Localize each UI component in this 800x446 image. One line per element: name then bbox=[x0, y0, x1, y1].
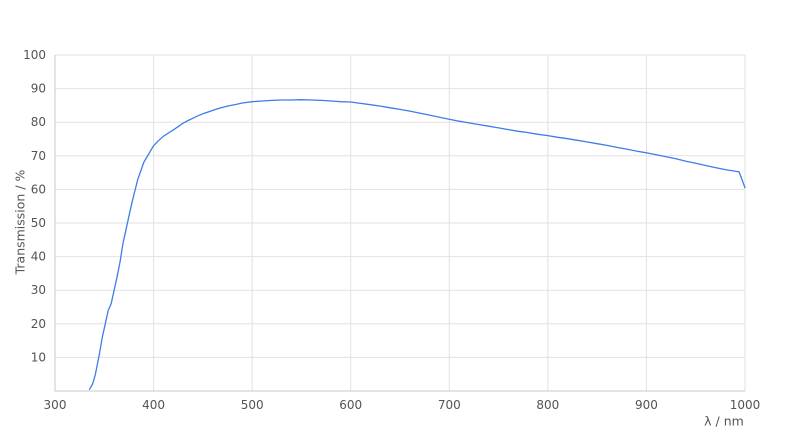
y-tick-label: 100 bbox=[23, 48, 46, 62]
y-tick-label: 80 bbox=[31, 115, 46, 129]
y-tick-label: 20 bbox=[31, 317, 46, 331]
y-tick-label: 70 bbox=[31, 149, 46, 163]
x-tick-label: 400 bbox=[142, 398, 165, 412]
x-tick-label: 300 bbox=[44, 398, 67, 412]
x-tick-label: 500 bbox=[241, 398, 264, 412]
y-tick-label: 60 bbox=[31, 182, 46, 196]
x-tick-label: 600 bbox=[339, 398, 362, 412]
y-tick-label: 50 bbox=[31, 216, 46, 230]
y-tick-label: 10 bbox=[31, 350, 46, 364]
y-tick-label: 90 bbox=[31, 82, 46, 96]
x-tick-label: 800 bbox=[536, 398, 559, 412]
x-axis-title: λ / nm bbox=[704, 413, 744, 429]
x-tick-label: 700 bbox=[438, 398, 461, 412]
y-axis-title: Transmission / % bbox=[12, 169, 28, 275]
x-tick-label: 900 bbox=[635, 398, 658, 412]
y-tick-label: 30 bbox=[31, 283, 46, 297]
series-line-transmission bbox=[88, 99, 746, 390]
y-tick-label: 40 bbox=[31, 250, 46, 264]
x-tick-label: 1000 bbox=[730, 398, 761, 412]
